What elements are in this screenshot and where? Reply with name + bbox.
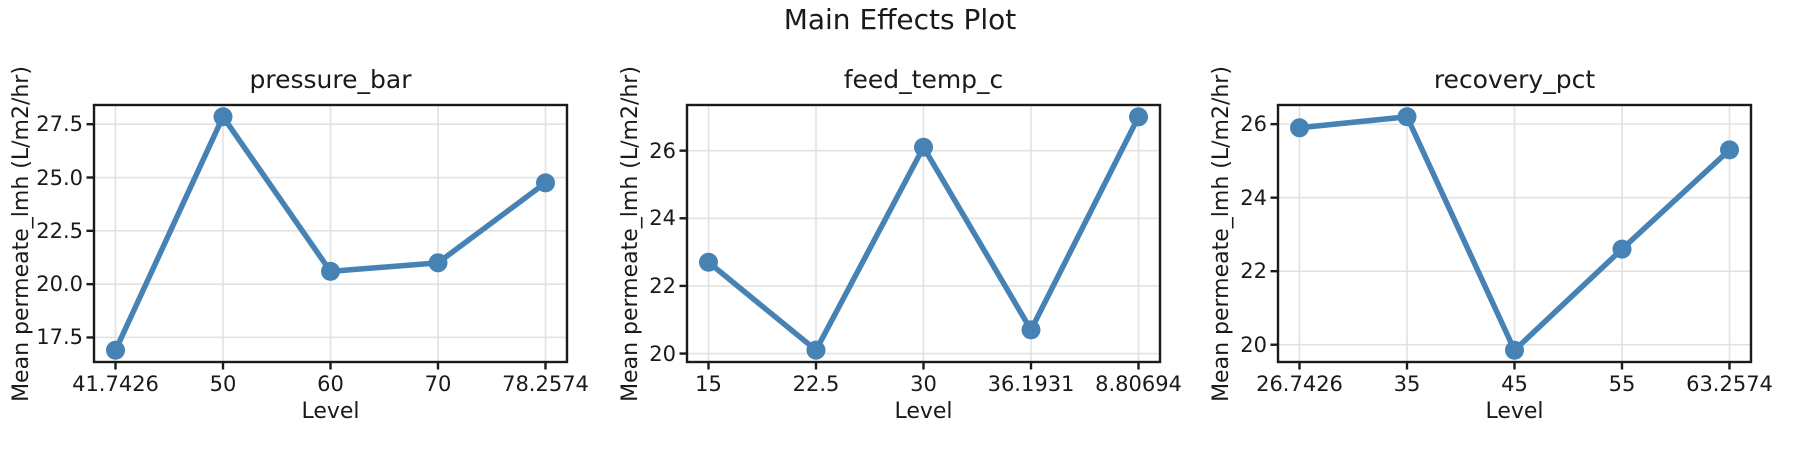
subplot-title: recovery_pct (1433, 65, 1596, 94)
y-tick-label: 20 (1240, 332, 1267, 357)
axes-spines (685, 103, 1162, 364)
x-tick-label: 8.80694 (1095, 372, 1182, 396)
x-tick-label: 45 (1501, 372, 1528, 396)
x-axis-label: Level (1485, 399, 1544, 424)
axes-spines (1276, 103, 1753, 364)
x-tick-label: 36.1931 (987, 372, 1075, 396)
x-axis-label: Level (301, 399, 360, 424)
grid-lines (1278, 105, 1751, 362)
x-tick-label: 78.2574 (502, 372, 589, 396)
subplot-title: feed_temp_c (843, 65, 1004, 94)
axes-recovery-pct (1270, 103, 1753, 370)
y-tick-label: 22 (1240, 259, 1267, 284)
y-tick-label: 17.5 (36, 325, 83, 350)
y-tick-label: 25.0 (36, 165, 83, 190)
tick-marks (86, 122, 547, 370)
axes-spines (92, 103, 569, 364)
y-tick-label: 22 (649, 273, 676, 298)
y-tick-label: 22.5 (36, 218, 83, 243)
series-markers (699, 107, 1148, 360)
tick-marks (679, 149, 1140, 370)
x-tick-label: 26.7426 (1256, 372, 1343, 396)
x-tick-label: 63.2574 (1686, 372, 1773, 396)
grid-lines (94, 105, 567, 362)
x-tick-label: 15 (695, 372, 722, 396)
y-tick-label: 24 (649, 206, 676, 231)
series-markers (1290, 107, 1739, 360)
y-tick-label: 26 (649, 138, 676, 163)
axes-feed-temp-c (679, 103, 1162, 370)
y-tick-label: 27.5 (36, 112, 83, 137)
series-markers (106, 107, 555, 360)
x-tick-label: 35 (1393, 372, 1421, 396)
x-tick-label: 50 (209, 372, 237, 396)
y-tick-label: 26 (1240, 112, 1267, 137)
y-tick-label: 24 (1240, 185, 1267, 210)
subplot-title: pressure_bar (249, 65, 412, 94)
x-tick-label: 22.5 (792, 372, 840, 396)
y-tick-label: 20 (649, 341, 676, 366)
tick-marks (1270, 122, 1731, 370)
x-tick-label: 60 (317, 372, 344, 396)
x-tick-label: 55 (1608, 372, 1636, 396)
y-tick-label: 20.0 (36, 272, 83, 297)
x-tick-label: 41.7426 (72, 372, 159, 396)
axes-pressure-bar (86, 103, 569, 370)
x-tick-label: 70 (424, 372, 452, 396)
x-tick-label: 30 (910, 372, 937, 396)
x-axis-label: Level (894, 399, 953, 424)
figure-suptitle: Main Effects Plot (783, 3, 1017, 36)
